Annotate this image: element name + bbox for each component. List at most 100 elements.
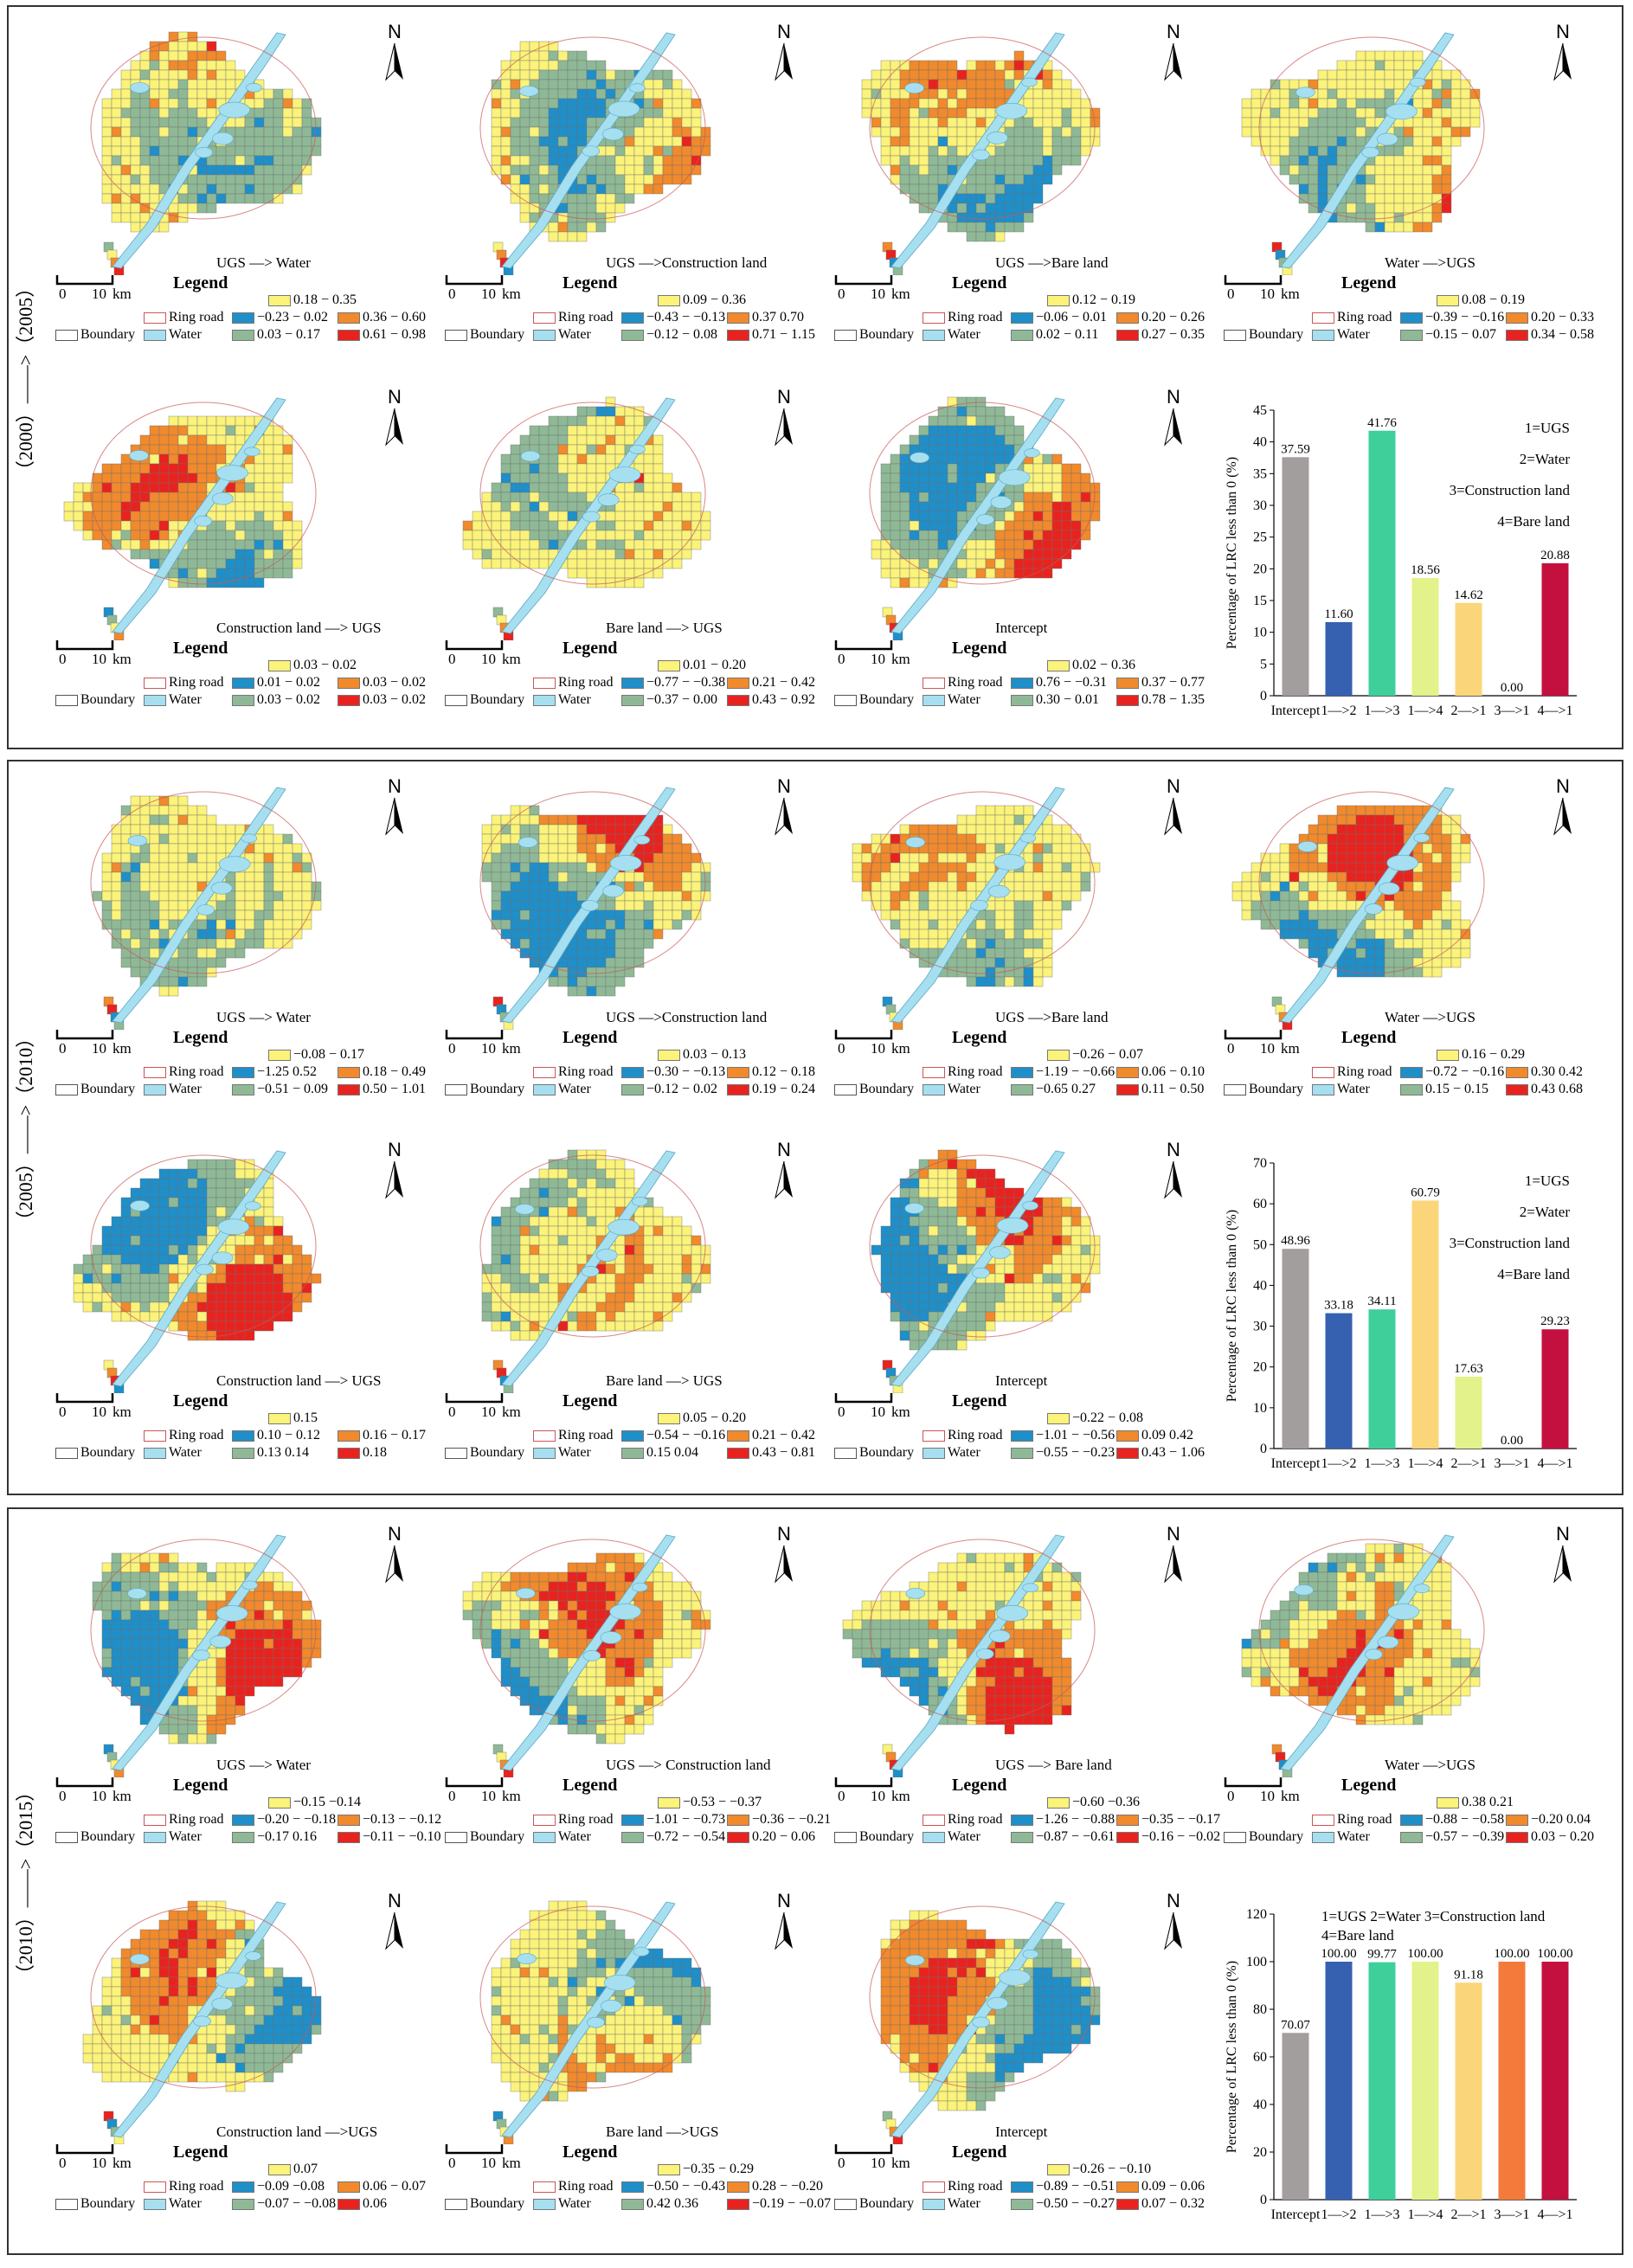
legend-class-4: −0.35 − −0.17 — [1116, 1812, 1220, 1828]
lake — [1377, 1635, 1399, 1649]
legend-label: 0.16 − 0.29 — [1462, 1047, 1526, 1062]
legend-swatch — [621, 2181, 644, 2193]
north-arrow: N — [1156, 1890, 1191, 1950]
legend-swatch — [621, 312, 644, 324]
north-arrow-icon — [385, 1545, 403, 1584]
lake — [1021, 77, 1038, 87]
legend-class-1: −0.72 − −0.16 — [1400, 1064, 1504, 1080]
north-arrow-icon — [1164, 797, 1182, 836]
legend-class-4: 0.09 − 0.06 — [1116, 2179, 1205, 2194]
legend-label: 0.21 − 0.42 — [752, 1428, 816, 1442]
lake — [130, 82, 150, 93]
legend-swatch — [727, 1831, 749, 1843]
x-tick-label: 4—>1 — [1537, 704, 1572, 718]
legend-swatch — [144, 1430, 166, 1442]
legend-label: −0.07 − −0.08 — [257, 2196, 337, 2211]
legend-water: Water — [923, 1829, 980, 1845]
ring-road-line — [869, 402, 1096, 585]
scale-label-0: 0 — [1227, 286, 1235, 302]
legend-header: Legend — [563, 639, 618, 658]
legend-header: Legend — [1341, 1776, 1397, 1795]
legend-label: Water — [1337, 1082, 1370, 1096]
lake — [1022, 1583, 1038, 1593]
lake — [972, 2016, 990, 2028]
legend-class-1: 0.01 − 0.02 — [232, 675, 320, 691]
lake — [970, 900, 988, 911]
bar-value-label: 14.62 — [1454, 588, 1483, 602]
legend-label: −0.72 − −0.16 — [1425, 1064, 1505, 1079]
legend-class-1: −1.19 − −0.66 — [1011, 1064, 1115, 1080]
lake — [990, 496, 1013, 509]
north-arrow-icon — [385, 408, 403, 447]
y-tick-label: 35 — [1253, 466, 1267, 481]
map-cell: N Construction land —> UGS Legend 0 10 km 0.15… — [52, 1134, 433, 1488]
legend-swatch — [1116, 1430, 1139, 1442]
legend-class-4: 0.12 − 0.18 — [727, 1064, 815, 1080]
legend-class-2: 0.03 − 0.17 — [232, 327, 320, 343]
scale-unit: km — [891, 286, 910, 302]
lake — [1294, 1584, 1314, 1596]
bar — [1541, 562, 1569, 696]
legend-class-4: 0.30 0.42 — [1506, 1064, 1583, 1080]
legend-swatch — [144, 312, 166, 324]
legend-swatch — [1047, 2163, 1070, 2175]
legend-water: Water — [144, 327, 202, 343]
legend-class-1: −0.89 − −0.51 — [1011, 2179, 1115, 2194]
period-panel: （2010）——>（2015） N UGS —> Water Legend 0 10 km −… — [7, 1507, 1623, 2255]
bar — [1455, 1376, 1482, 1449]
legend-water: Water — [144, 692, 202, 708]
legend-label: 0.20 − 0.33 — [1531, 310, 1595, 324]
legend-swatch — [445, 1831, 467, 1843]
legend-swatch — [621, 329, 644, 341]
legend-label: 0.36 − 0.60 — [363, 310, 427, 324]
legend-label: −0.87 − −0.61 — [1036, 1829, 1115, 1844]
legend-boundary: Boundary — [445, 692, 524, 708]
legend-class-3: −0.15 −0.14 — [268, 1795, 361, 1810]
north-arrow-icon — [1164, 1545, 1182, 1584]
lake — [999, 1969, 1031, 1986]
north-arrow-icon — [775, 1911, 793, 1950]
legend-label: Ring road — [1337, 1064, 1392, 1079]
legend-header: Legend — [173, 2143, 228, 2162]
legend-swatch — [144, 1066, 166, 1078]
legend-swatch — [268, 1796, 291, 1809]
scale-bar-line — [834, 2144, 893, 2155]
legend-swatch — [1011, 1083, 1033, 1095]
legend-swatch — [232, 1814, 254, 1826]
ring-road-line — [90, 1539, 317, 1722]
legend-boundary: Boundary — [834, 1445, 914, 1461]
grid-map — [73, 1150, 322, 1393]
legend-swatch — [923, 1083, 945, 1095]
north-label: N — [388, 1890, 402, 1911]
bar-chart: Percentage of LRC less than 0 (%) 0 5 10 15 2… — [1220, 389, 1601, 744]
legend-label: 0.03 − 0.02 — [293, 658, 357, 672]
scale-label-0: 0 — [838, 1404, 845, 1420]
legend-label: Water — [169, 1445, 202, 1460]
scale-bar-line — [55, 2144, 114, 2155]
north-label: N — [1167, 1890, 1180, 1911]
lake — [987, 132, 1008, 145]
legend-class-4: 0.36 − 0.60 — [338, 310, 426, 325]
scale-label-10: 10 — [871, 2155, 885, 2171]
legend-swatch — [338, 677, 360, 689]
scale-label-10: 10 — [481, 2155, 496, 2171]
x-tick-label: 1—>3 — [1364, 2207, 1399, 2222]
legend-water: Water — [533, 1082, 591, 1097]
legend-swatch — [1312, 329, 1334, 341]
map-cell: N Intercept Legend 0 10 km −0.22 − 0.08 Ring ro… — [831, 1134, 1212, 1488]
lake — [633, 1947, 650, 1956]
legend-ring-road: Ring road — [533, 310, 614, 325]
legend-class-2: 0.15 − 0.15 — [1400, 1082, 1488, 1097]
scale-label-0: 0 — [448, 651, 456, 667]
north-arrow: N — [1156, 386, 1191, 447]
lake — [632, 1582, 648, 1592]
bar-value-label: 33.18 — [1324, 1299, 1353, 1313]
legend-class-4: −0.13 − −0.12 — [338, 1812, 441, 1828]
map-cell: N Bare land —> UGS Legend 0 10 km 0.05 − 0.20 R… — [441, 1134, 822, 1488]
legend-label: −0.50 − −0.27 — [1036, 2196, 1115, 2211]
scale-unit: km — [891, 1404, 910, 1420]
legend-class-4: 0.09 0.42 — [1116, 1428, 1193, 1443]
scale-unit: km — [1281, 286, 1300, 302]
legend-water: Water — [923, 1082, 980, 1097]
x-tick-label: 2—>1 — [1450, 2207, 1486, 2222]
